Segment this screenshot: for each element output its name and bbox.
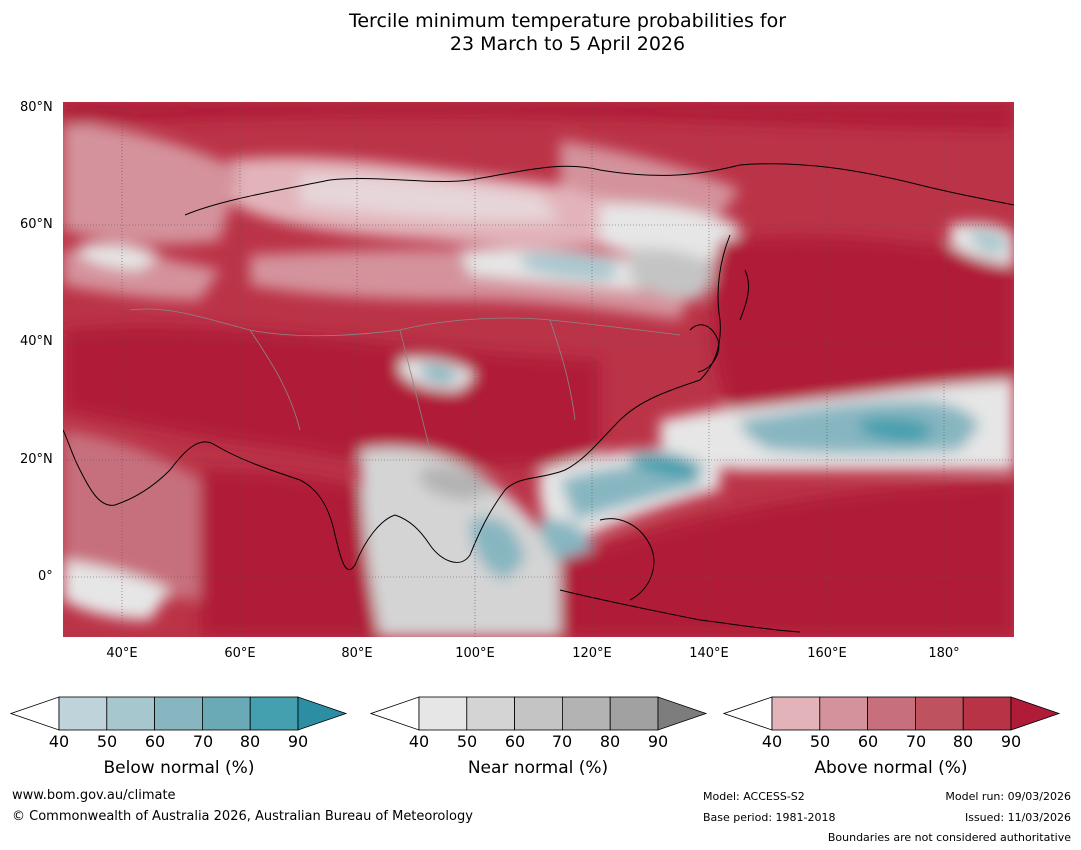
below-extend-low bbox=[10, 696, 60, 731]
lon-label-140e: 140°E bbox=[689, 646, 729, 661]
near-tick-40: 40 bbox=[408, 732, 430, 751]
above-tick-40: 40 bbox=[761, 732, 783, 751]
coastlines bbox=[63, 163, 1014, 633]
below-tick-90: 90 bbox=[287, 732, 309, 751]
lon-label-60e: 60°E bbox=[224, 646, 256, 661]
chart-title: Tercile minimum temperature probabilitie… bbox=[0, 10, 1081, 56]
model-text: Model: ACCESS-S2 bbox=[703, 790, 805, 803]
near-swatch-4 bbox=[561, 696, 611, 731]
graticule bbox=[63, 102, 1014, 637]
near-tick-90: 90 bbox=[647, 732, 669, 751]
lon-label-180: 180° bbox=[928, 646, 960, 661]
near-swatch-2 bbox=[466, 696, 516, 731]
above-extend-high bbox=[1010, 696, 1061, 731]
below-tick-70: 70 bbox=[192, 732, 214, 751]
above-swatch-1 bbox=[771, 696, 821, 731]
lat-label-40n: 40°N bbox=[20, 334, 53, 349]
issued-text: Issued: 11/03/2026 bbox=[964, 811, 1071, 824]
near-extend-low bbox=[370, 696, 420, 731]
below-tick-40: 40 bbox=[48, 732, 70, 751]
near-tick-70: 70 bbox=[551, 732, 573, 751]
above-swatch-4 bbox=[914, 696, 964, 731]
base-period-text: Base period: 1981-2018 bbox=[703, 811, 836, 824]
below-swatch-4 bbox=[201, 696, 251, 731]
lat-label-0: 0° bbox=[38, 569, 53, 584]
below-tick-80: 80 bbox=[239, 732, 261, 751]
title-line-1: Tercile minimum temperature probabilitie… bbox=[348, 10, 787, 32]
above-swatch-3 bbox=[867, 696, 916, 731]
below-swatch-2 bbox=[106, 696, 156, 731]
above-tick-50: 50 bbox=[809, 732, 831, 751]
title-line-2: 23 March to 5 April 2026 bbox=[449, 33, 686, 55]
near-extend-high bbox=[657, 696, 708, 731]
lon-label-160e: 160°E bbox=[807, 646, 847, 661]
colorbar-above-normal bbox=[723, 696, 1061, 731]
above-tick-60: 60 bbox=[857, 732, 879, 751]
copyright-text: © Commonwealth of Australia 2026, Austra… bbox=[12, 809, 473, 824]
below-swatch-5 bbox=[249, 696, 299, 731]
model-run-text: Model run: 09/03/2026 bbox=[945, 790, 1071, 803]
below-swatch-3 bbox=[154, 696, 203, 731]
colorbar-above-label: Above normal (%) bbox=[814, 758, 968, 778]
country-borders bbox=[129, 308, 681, 451]
near-swatch-3 bbox=[514, 696, 563, 731]
lon-label-100e: 100°E bbox=[455, 646, 495, 661]
above-swatch-5 bbox=[962, 696, 1012, 731]
near-tick-50: 50 bbox=[456, 732, 478, 751]
colorbar-near-normal bbox=[370, 696, 708, 731]
below-tick-50: 50 bbox=[96, 732, 118, 751]
website-link[interactable]: www.bom.gov.au/climate bbox=[12, 788, 176, 803]
lat-label-80n: 80°N bbox=[20, 100, 53, 115]
above-swatch-2 bbox=[819, 696, 869, 731]
colorbar-below-normal bbox=[10, 696, 348, 731]
lon-label-40e: 40°E bbox=[106, 646, 138, 661]
colorbar-near-label: Near normal (%) bbox=[467, 758, 609, 778]
lon-label-80e: 80°E bbox=[341, 646, 373, 661]
near-swatch-1 bbox=[418, 696, 468, 731]
map-field bbox=[63, 102, 1014, 637]
probability-map bbox=[63, 102, 1014, 637]
lat-label-60n: 60°N bbox=[20, 217, 53, 232]
disclaimer-text: Boundaries are not considered authoritat… bbox=[827, 831, 1071, 844]
near-tick-80: 80 bbox=[599, 732, 621, 751]
colorbar-below-label: Below normal (%) bbox=[103, 758, 255, 778]
below-swatch-1 bbox=[58, 696, 108, 731]
below-tick-60: 60 bbox=[144, 732, 166, 751]
above-tick-90: 90 bbox=[1000, 732, 1022, 751]
lon-label-120e: 120°E bbox=[572, 646, 612, 661]
lat-label-20n: 20°N bbox=[20, 452, 53, 467]
above-tick-70: 70 bbox=[905, 732, 927, 751]
above-tick-80: 80 bbox=[952, 732, 974, 751]
below-extend-high bbox=[297, 696, 348, 731]
above-extend-low bbox=[723, 696, 773, 731]
near-tick-60: 60 bbox=[504, 732, 526, 751]
near-swatch-5 bbox=[609, 696, 659, 731]
